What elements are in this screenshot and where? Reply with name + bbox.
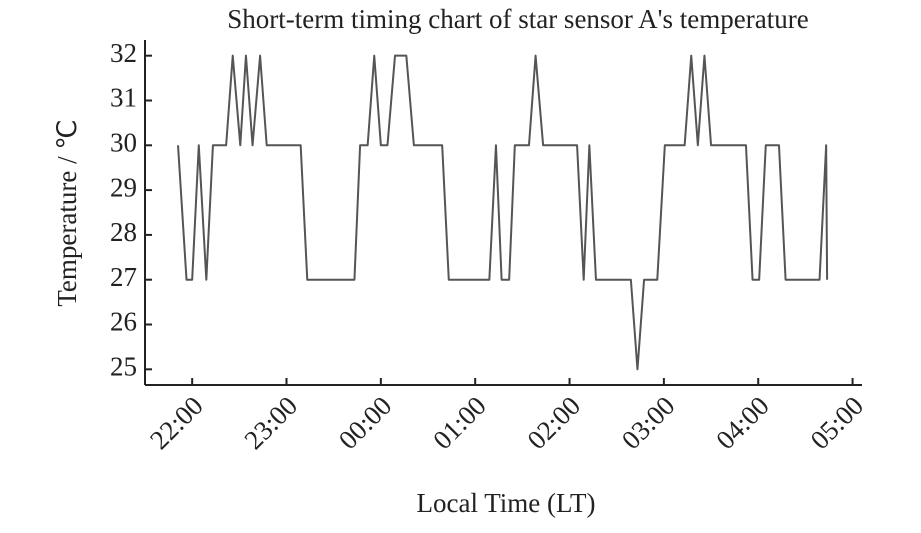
y-tick-label: 28 <box>110 217 137 247</box>
y-tick-label: 30 <box>110 127 137 157</box>
x-tick-label: 03:00 <box>616 390 681 455</box>
x-tick-label: 01:00 <box>427 390 492 455</box>
x-tick-label: 05:00 <box>804 390 869 455</box>
x-tick-label: 00:00 <box>333 390 398 455</box>
y-axis-label: Temperature / ℃ <box>52 119 82 306</box>
y-tick-label: 25 <box>110 352 137 382</box>
chart-title: Short-term timing chart of star sensor A… <box>227 4 808 34</box>
x-tick-label: 23:00 <box>238 390 303 455</box>
x-tick-label: 22:00 <box>144 390 209 455</box>
y-tick-label: 31 <box>110 83 137 113</box>
x-tick-label: 04:00 <box>710 390 775 455</box>
data-line <box>177 54 829 371</box>
x-axis-label: Local Time (LT) <box>417 488 596 518</box>
y-tick-label: 32 <box>110 38 137 68</box>
y-tick-label: 26 <box>110 307 137 337</box>
y-tick-label: 27 <box>110 262 137 292</box>
x-tick-label: 02:00 <box>521 390 586 455</box>
y-tick-label: 29 <box>110 172 137 202</box>
